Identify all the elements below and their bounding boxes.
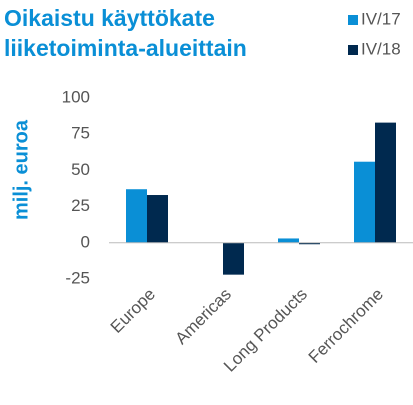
bar — [223, 242, 244, 275]
y-tick-label: 75 — [71, 124, 90, 143]
legend-label: IV/17 — [361, 9, 401, 28]
bar — [126, 189, 147, 243]
y-axis-label: milj. euroa — [10, 119, 32, 220]
bar — [278, 238, 299, 243]
bar — [147, 195, 168, 243]
legend-swatch — [348, 45, 358, 55]
x-tick-label: Americas — [171, 285, 235, 349]
chart-title: liiketoiminta-alueittain — [4, 35, 247, 61]
y-tick-label: 50 — [71, 160, 90, 179]
bar — [375, 122, 396, 243]
x-tick-label: Ferrochrome — [305, 285, 387, 367]
legend-swatch — [348, 15, 358, 25]
y-tick-label: 100 — [62, 87, 90, 106]
bar — [354, 161, 375, 243]
chart-title: Oikaistu käyttökate — [4, 5, 215, 31]
y-tick-label: 0 — [81, 232, 90, 251]
bar — [299, 242, 320, 245]
legend-label: IV/18 — [361, 39, 401, 58]
y-tick-label: -25 — [65, 268, 90, 287]
y-tick-label: 25 — [71, 196, 90, 215]
x-tick-label: Europe — [107, 285, 159, 337]
